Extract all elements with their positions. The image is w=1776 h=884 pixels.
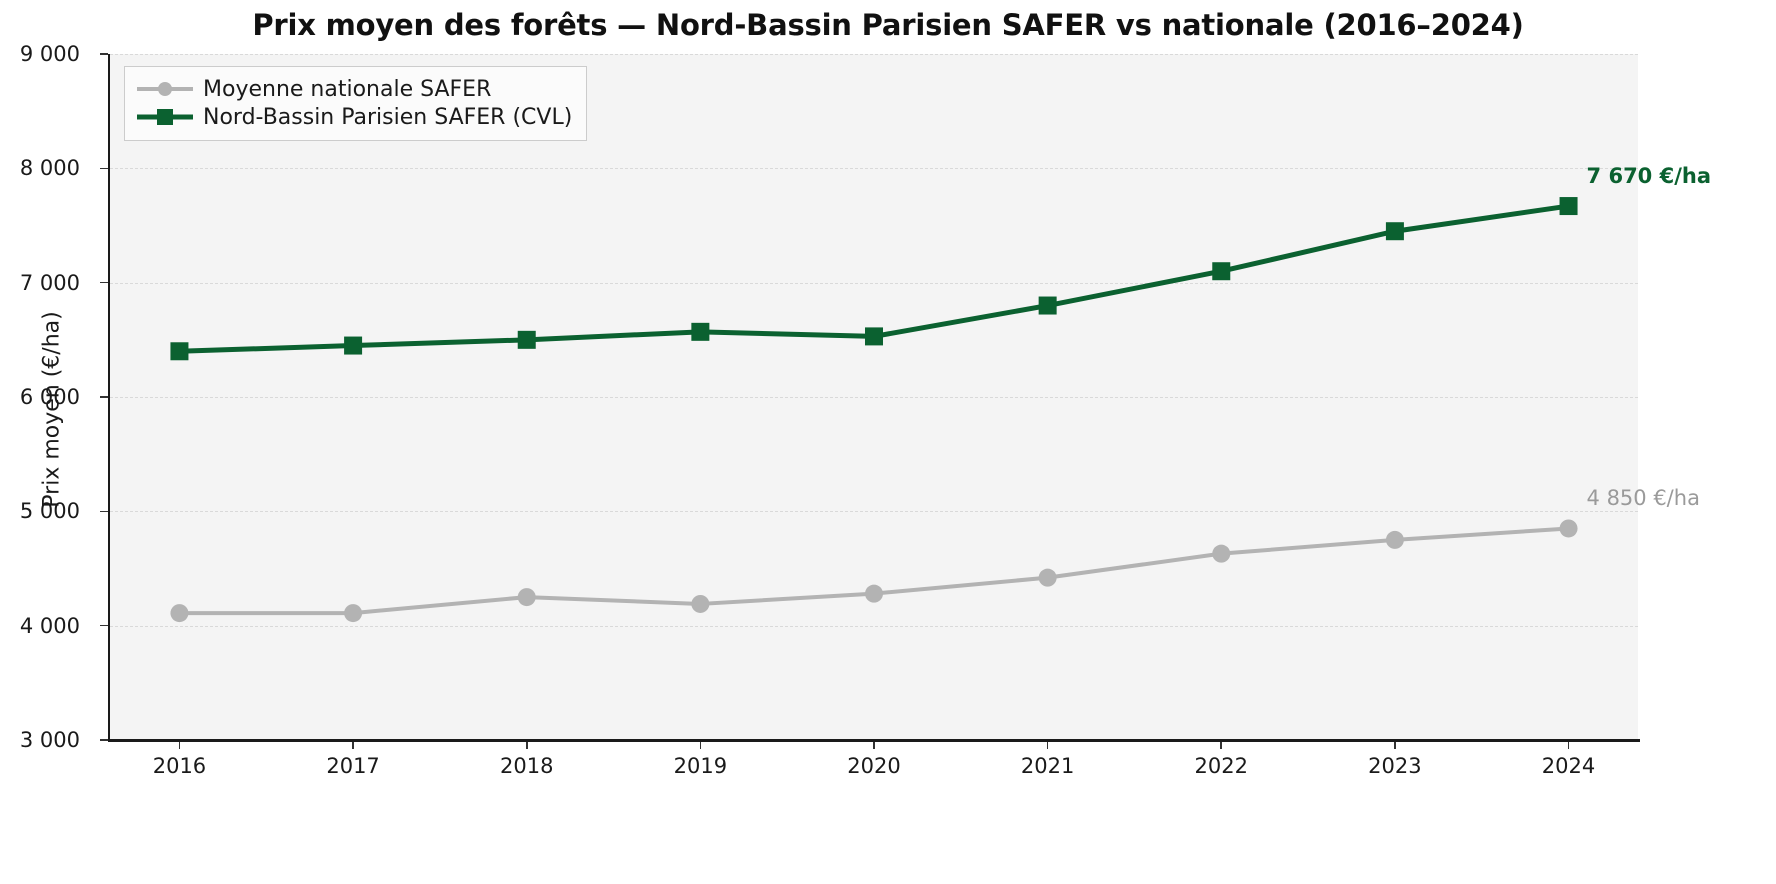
gridline [110, 282, 1638, 284]
y-tick-mark [100, 281, 108, 284]
x-tick-mark [1220, 741, 1223, 749]
gridline [110, 168, 1638, 170]
legend-swatch-circle-icon [137, 78, 193, 100]
x-tick-label: 2021 [1020, 754, 1075, 778]
chart-legend[interactable]: Moyenne nationale SAFER Nord-Bassin Pari… [124, 66, 588, 141]
gridline [110, 397, 1638, 398]
y-tick-label: 9 000 [19, 42, 80, 66]
y-tick-mark [100, 739, 108, 741]
y-tick-mark [100, 510, 108, 513]
x-tick-mark [699, 741, 702, 749]
x-tick-label: 2023 [1368, 754, 1422, 778]
x-tick-mark [178, 741, 181, 749]
annotation-green-endpoint: 7 670 €/ha [1586, 164, 1712, 189]
x-tick-label: 2017 [326, 754, 380, 778]
y-tick-mark [100, 624, 108, 627]
legend-label-national: Moyenne nationale SAFER [203, 76, 492, 102]
legend-item-cvl[interactable]: Nord-Bassin Parisien SAFER (CVL) [137, 103, 572, 131]
chart-title: Prix moyen des forêts — Nord-Bassin Pari… [252, 8, 1524, 42]
y-tick-label: 4 000 [19, 613, 80, 638]
gridline [110, 54, 1638, 55]
y-tick-mark [100, 53, 108, 55]
legend-swatch-square-icon [137, 106, 193, 128]
x-tick-label: 2020 [847, 754, 901, 778]
y-tick-mark [100, 396, 108, 398]
y-axis-label: Prix moyen (€/ha) [39, 311, 65, 508]
x-tick-label: 2019 [673, 754, 728, 778]
gridline [110, 511, 1638, 513]
x-tick-mark [1567, 741, 1570, 749]
x-tick-mark [352, 741, 354, 749]
annotation-gray-endpoint: 4 850 €/ha [1586, 486, 1700, 511]
y-tick-label: 3 000 [19, 728, 80, 752]
y-tick-label: 8 000 [19, 156, 80, 181]
legend-item-national[interactable]: Moyenne nationale SAFER [137, 75, 572, 103]
y-tick-label: 6 000 [19, 385, 80, 409]
y-tick-label: 5 000 [19, 499, 80, 524]
x-tick-label: 2022 [1194, 754, 1248, 778]
y-tick-label: 7 000 [19, 270, 80, 295]
x-tick-label: 2018 [499, 754, 554, 778]
x-tick-label: 2024 [1541, 754, 1596, 778]
x-tick-mark [525, 741, 528, 749]
x-tick-mark [873, 741, 875, 749]
legend-label-cvl: Nord-Bassin Parisien SAFER (CVL) [203, 104, 573, 130]
x-axis-line [108, 739, 1640, 742]
x-tick-mark [1046, 741, 1049, 749]
x-tick-label: 2016 [152, 754, 207, 778]
x-tick-mark [1394, 741, 1396, 749]
gridline [110, 625, 1638, 627]
y-tick-mark [100, 167, 108, 170]
y-axis-line [108, 54, 111, 740]
